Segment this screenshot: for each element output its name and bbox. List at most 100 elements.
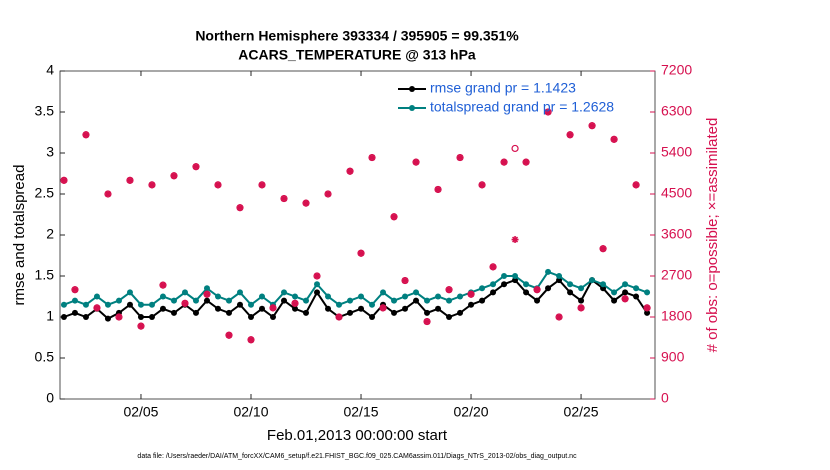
point: [314, 289, 321, 296]
legend-marker: [409, 105, 415, 111]
point: [413, 297, 420, 304]
obs-assimilated: [511, 236, 519, 244]
obs-assimilated: [236, 204, 244, 212]
point: [170, 309, 177, 316]
y2-tick-label: 6300: [661, 103, 692, 119]
obs-assimilated: [632, 181, 640, 189]
point: [479, 285, 486, 292]
point: [512, 273, 519, 279]
point: [148, 314, 155, 320]
obs-assimilated: [467, 290, 475, 298]
y2-tick-label: 900: [661, 349, 685, 365]
obs-assimilated: [621, 295, 629, 303]
point: [457, 309, 464, 316]
plot-area: [59, 70, 656, 400]
y-tick-label: 1.5: [35, 267, 55, 283]
obs-assimilated: [225, 331, 233, 339]
point: [556, 277, 563, 284]
point: [325, 305, 332, 312]
point: [644, 289, 651, 296]
obs-assimilated: [126, 176, 134, 184]
point: [490, 281, 497, 288]
point: [303, 309, 310, 316]
obs-assimilated: [423, 318, 431, 326]
point: [446, 314, 453, 320]
point: [126, 289, 133, 296]
point: [435, 305, 442, 312]
point: [457, 293, 464, 300]
y2-tick-label: 1800: [661, 308, 692, 324]
point: [181, 289, 188, 296]
obs-assimilated: [357, 249, 365, 257]
obs-assimilated: [401, 277, 409, 285]
point: [203, 297, 210, 304]
obs-assimilated: [588, 122, 596, 130]
obs-assimilated: [500, 158, 508, 166]
obs-assimilated: [346, 167, 354, 175]
point: [336, 301, 343, 308]
obs-assimilated: [335, 313, 343, 321]
point: [435, 293, 442, 300]
obs-assimilated: [533, 286, 541, 294]
point: [281, 289, 288, 296]
footnote: data file: /Users/raeder/DAI/ATM_forcXX/…: [137, 453, 577, 460]
obs-assimilated: [60, 176, 68, 184]
point: [270, 314, 277, 320]
point: [93, 293, 100, 300]
legend-label: rmse grand pr = 1.1423: [430, 80, 576, 96]
x-tick-label: 02/25: [564, 404, 599, 420]
point: [402, 305, 409, 312]
point: [578, 297, 585, 304]
obs-assimilated: [269, 304, 277, 312]
point: [292, 305, 299, 312]
obs-assimilated: [137, 322, 145, 330]
point: [60, 301, 67, 308]
y-tick-label: 4: [46, 62, 54, 78]
y2-tick-label: 5400: [661, 144, 692, 160]
point: [567, 289, 574, 296]
obs-assimilated: [599, 245, 607, 253]
obs-assimilated: [170, 172, 178, 180]
point: [259, 305, 266, 312]
obs-assimilated: [368, 154, 376, 162]
point: [391, 297, 398, 304]
y-tick-label: 3: [46, 144, 54, 160]
point: [358, 293, 365, 300]
obs-assimilated: [434, 185, 442, 193]
obs-assimilated: [93, 304, 101, 312]
point: [137, 301, 144, 308]
obs-possible: [511, 144, 519, 153]
y-tick-label: 2: [46, 226, 54, 242]
point: [523, 289, 530, 296]
obs-assimilated: [115, 313, 123, 321]
point: [247, 301, 254, 308]
point: [170, 297, 177, 304]
point: [148, 301, 155, 308]
point: [600, 281, 607, 288]
obs-assimilated: [544, 108, 552, 116]
point: [137, 314, 144, 320]
obs-assimilated: [412, 158, 420, 166]
point: [501, 273, 508, 279]
obs-assimilated: [313, 272, 321, 280]
point: [556, 273, 563, 279]
point: [611, 297, 618, 304]
y2-tick-label: 7200: [661, 62, 692, 78]
legend-marker: [409, 86, 415, 92]
point: [600, 285, 607, 292]
point: [622, 289, 629, 296]
point: [82, 314, 89, 320]
point: [479, 297, 486, 304]
point: [325, 293, 332, 300]
point: [369, 314, 376, 320]
obs-assimilated: [390, 213, 398, 221]
point: [424, 297, 431, 304]
obs-assimilated: [379, 304, 387, 312]
obs-assimilated: [104, 190, 112, 198]
point: [214, 293, 221, 300]
y-tick-label: 0.5: [35, 349, 55, 365]
chart-subtitle: ACARS_TEMPERATURE @ 313 hPa: [238, 47, 476, 63]
obs-assimilated: [456, 154, 464, 162]
point: [512, 277, 519, 284]
point: [303, 297, 310, 304]
